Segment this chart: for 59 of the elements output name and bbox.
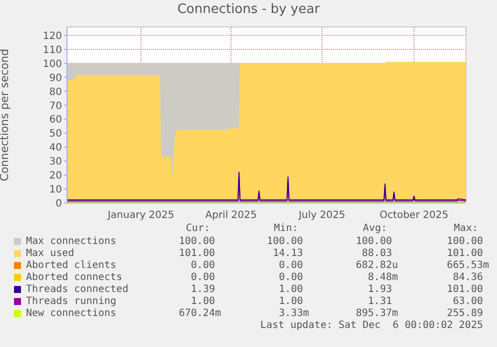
text: 0.00	[190, 260, 215, 271]
text: 88.03	[362, 248, 392, 259]
y-tick-label: 100	[42, 58, 62, 70]
legend-label: Aborted connects	[26, 272, 122, 283]
legend-label: Threads connected	[26, 284, 128, 295]
y-tick-label: 80	[49, 86, 62, 98]
text: 100.00	[446, 236, 483, 247]
text: 682.82u	[356, 260, 398, 271]
text: 1.00	[278, 296, 303, 307]
y-tick-label: 110	[42, 44, 62, 56]
text: 84.36	[452, 272, 483, 283]
legend-label: Aborted clients	[26, 260, 116, 271]
chart-title: Connections - by year	[176, 2, 321, 17]
y-tick-label: 120	[42, 30, 62, 42]
x-tick-label: July 2025	[298, 210, 346, 222]
x-tick-label: April 2025	[205, 210, 257, 222]
text: Last update: Sat Dec 6 00:00:02 2025	[260, 320, 483, 331]
text: 895.37m	[356, 308, 398, 319]
text: 1.31	[368, 296, 392, 307]
y-tick-label: 70	[49, 100, 62, 112]
text: 14.13	[272, 248, 303, 259]
y-tick-label: 60	[49, 114, 62, 126]
text: 1.93	[368, 284, 392, 295]
text: Avg:	[362, 223, 387, 234]
legend-label: Threads running	[26, 296, 116, 307]
text: 670.24m	[178, 308, 221, 319]
text: Min:	[274, 223, 298, 234]
y-axis-title: Connections per second	[0, 48, 11, 182]
y-tick-label: 0	[56, 198, 62, 210]
text: 100.00	[356, 236, 392, 247]
legend-label: Max connections	[26, 236, 116, 247]
y-tick-label: 10	[49, 184, 62, 196]
y-tick-label: 20	[49, 170, 62, 182]
text: 0.00	[278, 260, 303, 271]
text: Max:	[454, 223, 478, 234]
text: Cur:	[186, 223, 210, 234]
text: 1.00	[190, 296, 215, 307]
text: 100.00	[178, 236, 215, 247]
legend-label: Max used	[26, 248, 74, 259]
x-tick-label: January 2025	[106, 210, 174, 222]
text: 0.00	[278, 272, 303, 283]
text: 101.00	[178, 248, 215, 259]
text: 0.00	[190, 272, 215, 283]
text: 63.00	[452, 296, 483, 307]
text: 8.48m	[368, 272, 398, 283]
text: 3.33m	[278, 308, 309, 319]
y-tick-label: 40	[49, 142, 62, 154]
text: 101.00	[446, 284, 483, 295]
x-tick-label: October 2025	[380, 210, 448, 222]
text: 100.00	[266, 236, 303, 247]
y-tick-label: 90	[49, 72, 62, 84]
y-tick-label: 30	[49, 156, 62, 168]
text: 665.53m	[446, 260, 489, 271]
text: 101.00	[446, 248, 483, 259]
text: 1.39	[190, 284, 215, 295]
text: 255.89	[446, 308, 483, 319]
legend-label: New connections	[26, 308, 116, 319]
text: 1.00	[278, 284, 303, 295]
y-tick-label: 50	[49, 128, 62, 140]
